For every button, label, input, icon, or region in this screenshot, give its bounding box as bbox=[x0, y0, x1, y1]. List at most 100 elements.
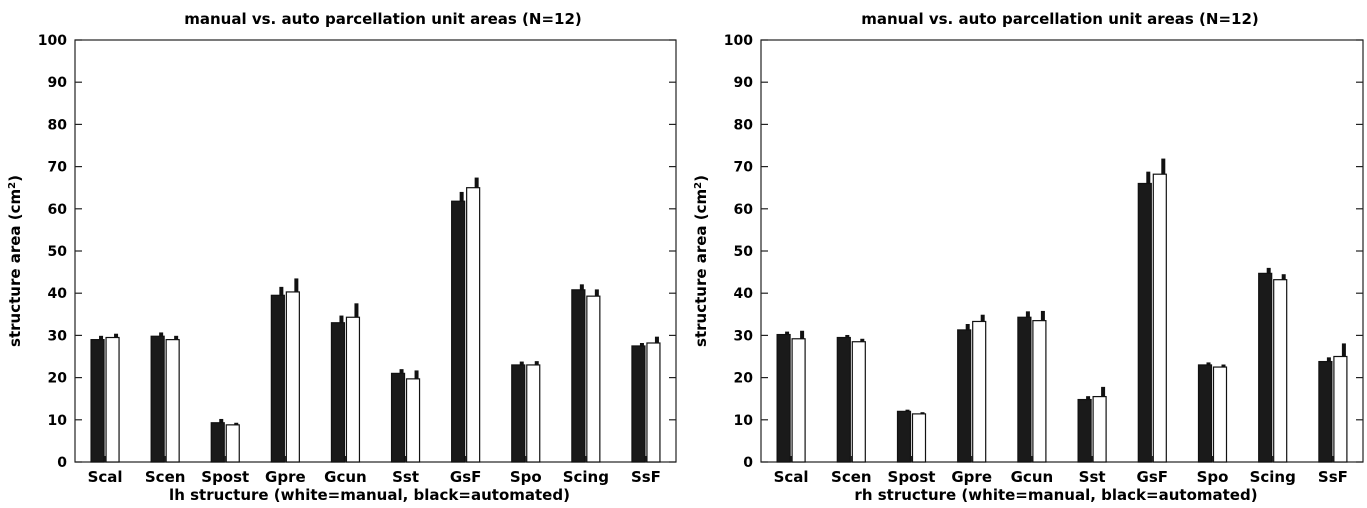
bar-automated-Spo bbox=[511, 364, 526, 463]
y-tick-label: 100 bbox=[38, 33, 67, 49]
bar-manual-Scen bbox=[165, 339, 180, 463]
x-tick-label: Scing bbox=[563, 468, 609, 486]
x-tick-label: Spost bbox=[888, 468, 936, 486]
y-tick-label: 100 bbox=[724, 33, 753, 49]
y-axis-label: structure area (cm2) bbox=[6, 175, 24, 347]
x-tick-label: Scal bbox=[774, 468, 809, 486]
y-tick-label: 80 bbox=[48, 117, 68, 133]
x-tick-label: GsF bbox=[1137, 468, 1169, 486]
error-bar-automated-Scal bbox=[785, 331, 790, 335]
y-tick-label: 70 bbox=[48, 160, 68, 176]
y-tick-label: 60 bbox=[48, 202, 68, 218]
error-bar-manual-Spost bbox=[234, 422, 239, 425]
error-bar-manual-Gpre bbox=[980, 314, 985, 322]
chart-title: manual vs. auto parcellation unit areas … bbox=[861, 10, 1259, 28]
error-bar-automated-Scen bbox=[845, 334, 850, 338]
x-tick-label: Scal bbox=[88, 468, 123, 486]
right-chart-panel: manual vs. auto parcellation unit areas … bbox=[684, 0, 1367, 508]
bar-manual-Gpre bbox=[285, 291, 300, 463]
x-tick-label: Gpre bbox=[265, 468, 306, 486]
bar-automated-Scen bbox=[150, 335, 165, 463]
bar-automated-Scing bbox=[571, 289, 586, 463]
bar-manual-GsF bbox=[1152, 173, 1167, 463]
error-bar-automated-Sst bbox=[1086, 396, 1091, 400]
error-bar-manual-Spost bbox=[920, 412, 925, 414]
x-tick-label: Gpre bbox=[951, 468, 992, 486]
x-tick-label: SsF bbox=[631, 468, 661, 486]
error-bar-manual-Sst bbox=[414, 370, 419, 379]
left-chart-panel: manual vs. auto parcellation unit areas … bbox=[6, 10, 677, 504]
chart-title: manual vs. auto parcellation unit areas … bbox=[184, 10, 582, 28]
x-tick-label: Sst bbox=[1079, 468, 1106, 486]
error-bar-automated-SsF bbox=[1326, 357, 1331, 362]
error-bar-manual-SsF bbox=[654, 336, 659, 343]
x-axis-label: rh structure (white=manual, black=automa… bbox=[854, 486, 1257, 504]
error-bar-manual-Scing bbox=[1281, 274, 1286, 280]
error-bar-automated-Gcun bbox=[1025, 311, 1030, 318]
y-axis-label-text: structure area (cm bbox=[6, 189, 24, 347]
x-tick-label: GsF bbox=[450, 468, 482, 486]
bar-automated-Spost bbox=[896, 410, 912, 463]
error-bar-manual-Gpre bbox=[294, 278, 299, 292]
y-axis-label-close: ) bbox=[6, 175, 24, 182]
error-bar-automated-Spost bbox=[219, 418, 224, 423]
error-bar-manual-SsF bbox=[1341, 343, 1346, 357]
error-bar-automated-Scen bbox=[159, 332, 164, 337]
y-axis-label-close: ) bbox=[692, 175, 710, 182]
x-tick-label: Spo bbox=[510, 468, 542, 486]
y-tick-label: 20 bbox=[48, 371, 68, 387]
x-tick-label: Gcun bbox=[1011, 468, 1054, 486]
y-tick-label: 70 bbox=[734, 160, 754, 176]
y-tick-label: 40 bbox=[734, 286, 754, 302]
error-bar-manual-GsF bbox=[1161, 158, 1166, 175]
bar-automated-Gcun bbox=[1017, 316, 1032, 463]
y-tick-label: 50 bbox=[734, 244, 754, 260]
x-tick-label: Spost bbox=[201, 468, 249, 486]
error-bar-manual-Gcun bbox=[1040, 310, 1045, 321]
y-tick-label: 40 bbox=[48, 286, 68, 302]
x-tick-label: Gcun bbox=[324, 468, 367, 486]
y-tick-label: 90 bbox=[734, 75, 754, 91]
bar-manual-SsF bbox=[1333, 355, 1348, 463]
bar-manual-Gcun bbox=[345, 316, 361, 463]
bar-automated-GsF bbox=[451, 200, 466, 463]
bar-automated-Scen bbox=[836, 336, 851, 463]
y-axis-label-text: structure area (cm bbox=[692, 189, 710, 347]
error-bar-automated-Scing bbox=[579, 284, 584, 290]
bar-automated-Scal bbox=[776, 333, 791, 463]
bar-manual-Scal bbox=[105, 336, 120, 463]
bar-manual-Sst bbox=[405, 378, 421, 463]
rh-bar-chart: manual vs. auto parcellation unit areas … bbox=[692, 10, 1364, 504]
error-bar-manual-Scen bbox=[174, 335, 179, 340]
y-tick-label: 10 bbox=[734, 413, 754, 429]
plot-frame bbox=[760, 39, 1364, 463]
error-bar-manual-Spo bbox=[534, 361, 539, 365]
x-tick-label: Scen bbox=[831, 468, 872, 486]
bar-automated-Sst bbox=[1077, 398, 1092, 463]
error-bar-manual-Gcun bbox=[354, 303, 359, 318]
x-tick-label: Sst bbox=[392, 468, 419, 486]
error-bar-manual-Spo bbox=[1221, 364, 1226, 368]
bar-automated-Sst bbox=[390, 372, 406, 463]
y-tick-label: 0 bbox=[743, 455, 753, 471]
bar-manual-Spost bbox=[225, 424, 240, 463]
x-tick-label: Scing bbox=[1250, 468, 1296, 486]
error-bar-automated-GsF bbox=[1146, 171, 1151, 184]
x-tick-label: Spo bbox=[1197, 468, 1229, 486]
y-tick-label: 80 bbox=[734, 117, 754, 133]
y-tick-label: 20 bbox=[734, 371, 754, 387]
x-tick-label: Scen bbox=[145, 468, 186, 486]
x-axis-label: lh structure (white=manual, black=automa… bbox=[169, 486, 570, 504]
error-bar-manual-GsF bbox=[474, 177, 479, 188]
bar-manual-Scing bbox=[1273, 279, 1288, 463]
error-bar-automated-Spost bbox=[905, 409, 910, 412]
y-tick-label: 50 bbox=[48, 244, 68, 260]
y-tick-label: 60 bbox=[734, 202, 754, 218]
error-bar-manual-Scal bbox=[800, 330, 805, 339]
y-tick-label: 30 bbox=[734, 328, 754, 344]
error-bar-automated-GsF bbox=[459, 191, 464, 202]
x-tick-label: SsF bbox=[1318, 468, 1348, 486]
bar-manual-Scal bbox=[791, 338, 806, 463]
bar-automated-Gcun bbox=[330, 322, 346, 463]
plot-frame bbox=[74, 39, 677, 463]
